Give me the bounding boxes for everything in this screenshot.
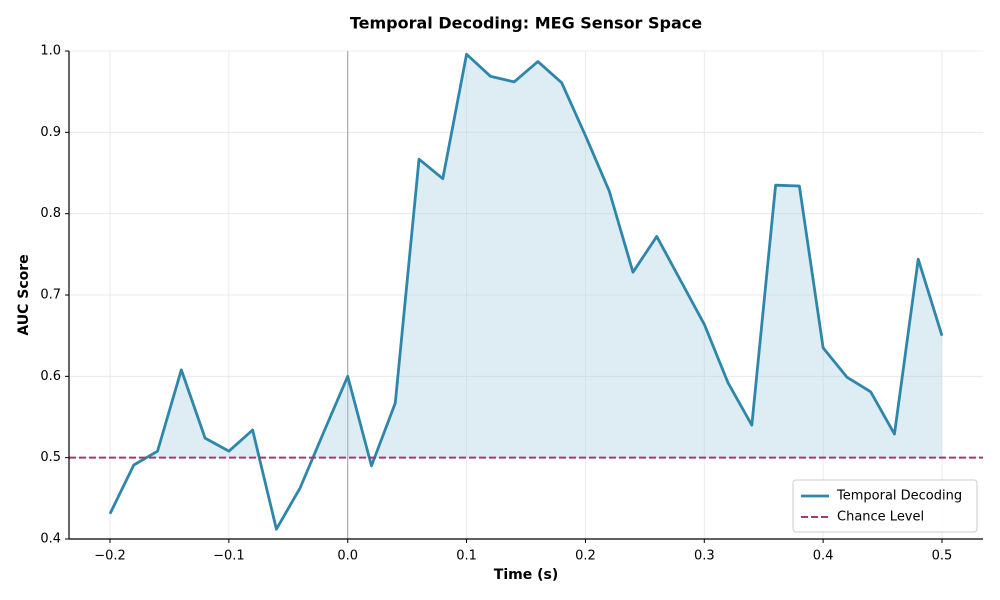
legend-box [792,479,978,533]
x-tick-label: 0.3 [694,549,715,564]
y-tick-label: 0.9 [40,125,61,140]
x-axis-label: Time (s) [494,567,558,583]
y-tick-label: 0.7 [40,288,61,303]
y-tick-label: 1.0 [40,44,61,59]
y-axis-label: AUC Score [16,254,32,335]
x-tick-label: −0.1 [213,549,245,564]
x-tick-label: 0.0 [337,549,358,564]
chart-title: Temporal Decoding: MEG Sensor Space [350,14,702,33]
legend-label: Temporal Decoding [836,489,962,504]
y-tick-label: 0.6 [40,369,61,384]
x-tick-label: 0.1 [456,549,477,564]
y-tick-label: 0.5 [40,450,61,465]
x-tick-label: −0.2 [94,549,126,564]
x-tick-label: 0.4 [813,549,834,564]
line [108,52,944,531]
y-tick-label: 0.8 [40,206,61,221]
y-tick-label: 0.4 [40,532,61,547]
x-tick-label: 0.2 [575,549,596,564]
x-tick-label: 0.5 [932,549,953,564]
area-fill [146,54,942,458]
legend-label: Chance Level [837,510,924,525]
